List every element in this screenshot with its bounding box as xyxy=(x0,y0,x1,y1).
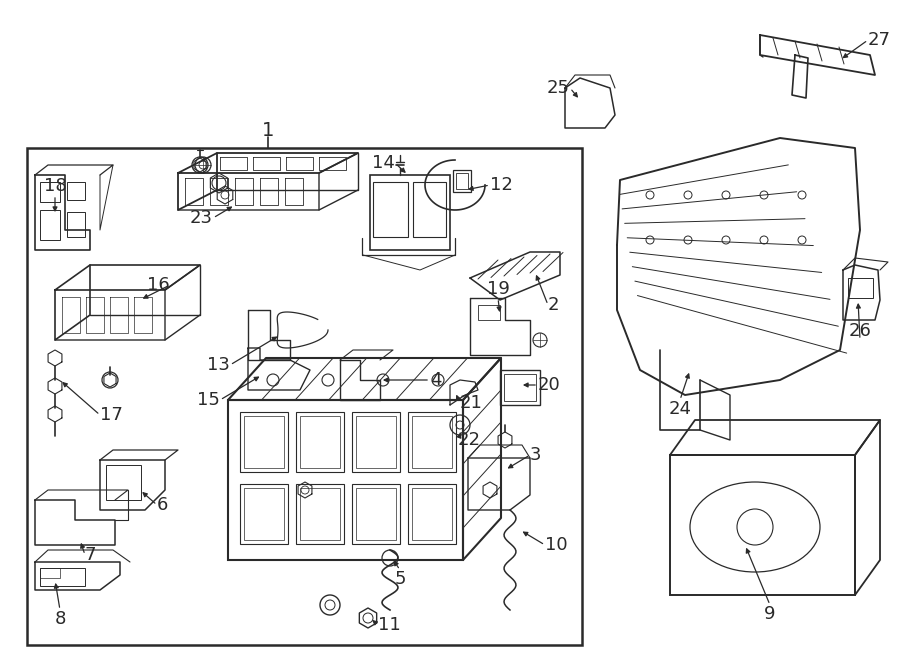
Text: 11: 11 xyxy=(378,616,400,634)
Bar xyxy=(370,175,450,250)
Bar xyxy=(670,455,855,595)
Bar xyxy=(40,210,60,240)
Bar xyxy=(500,370,540,405)
Bar xyxy=(413,182,446,237)
Text: 24: 24 xyxy=(669,400,691,418)
Text: 23: 23 xyxy=(190,209,213,227)
Text: 9: 9 xyxy=(764,605,776,623)
Bar xyxy=(848,278,873,298)
Bar xyxy=(240,412,288,472)
Bar xyxy=(106,465,141,500)
Bar xyxy=(504,374,536,401)
Bar xyxy=(373,182,408,237)
Bar xyxy=(412,416,452,468)
Bar xyxy=(244,416,284,468)
Bar xyxy=(453,170,471,192)
Text: 4: 4 xyxy=(430,371,442,389)
Text: 21: 21 xyxy=(460,394,483,412)
Bar xyxy=(356,488,396,540)
Bar xyxy=(40,568,60,578)
Text: 22: 22 xyxy=(458,431,481,449)
Text: 15: 15 xyxy=(197,391,220,409)
Text: 6: 6 xyxy=(157,496,168,514)
Bar xyxy=(244,488,284,540)
Text: 13: 13 xyxy=(207,356,230,374)
Bar xyxy=(412,488,452,540)
Bar xyxy=(352,484,400,544)
Text: 17: 17 xyxy=(100,406,123,424)
Bar xyxy=(228,400,463,560)
Bar xyxy=(67,212,85,237)
Text: 16: 16 xyxy=(148,276,170,294)
Bar xyxy=(40,568,85,586)
Text: 2: 2 xyxy=(548,296,560,314)
Bar xyxy=(67,182,85,200)
Text: 7: 7 xyxy=(85,546,96,564)
Bar xyxy=(352,412,400,472)
Bar xyxy=(408,412,456,472)
Bar xyxy=(300,488,340,540)
Text: 18: 18 xyxy=(43,177,67,195)
Bar xyxy=(240,484,288,544)
Text: 14: 14 xyxy=(372,154,395,172)
Text: 25: 25 xyxy=(547,79,570,97)
Text: 26: 26 xyxy=(849,322,871,340)
Text: 20: 20 xyxy=(538,376,561,394)
Bar xyxy=(296,412,344,472)
Text: 5: 5 xyxy=(394,570,406,588)
Text: 19: 19 xyxy=(487,280,509,298)
Text: 27: 27 xyxy=(868,31,891,49)
Bar xyxy=(300,416,340,468)
Bar xyxy=(478,305,500,320)
Bar xyxy=(40,182,60,202)
Text: 10: 10 xyxy=(545,536,568,554)
Text: 8: 8 xyxy=(54,610,66,628)
Bar xyxy=(356,416,396,468)
Text: 1: 1 xyxy=(262,120,274,139)
Bar xyxy=(27,148,582,645)
Text: 12: 12 xyxy=(490,176,513,194)
Bar xyxy=(296,484,344,544)
Text: 3: 3 xyxy=(530,446,542,464)
Bar xyxy=(456,173,468,189)
Bar xyxy=(408,484,456,544)
